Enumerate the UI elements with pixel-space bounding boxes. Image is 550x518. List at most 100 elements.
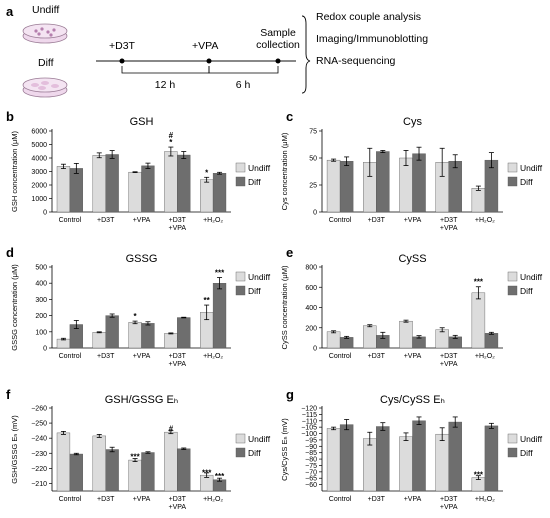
legend-swatch-undiff <box>507 433 518 444</box>
legend-swatch-undiff <box>235 433 246 444</box>
significance-marker: *** <box>474 278 484 287</box>
significance-marker: * <box>205 168 209 177</box>
x-tick-label: +D3T +VPA <box>440 217 458 232</box>
legend-swatch-diff <box>507 285 518 296</box>
dish-label-diff: Diff <box>38 57 54 69</box>
bar-undiff <box>92 435 106 492</box>
y-tick-label: 50 <box>309 156 317 163</box>
x-tick-label: Control <box>329 217 352 224</box>
y-tick-label: 3000 <box>31 169 47 176</box>
diff-dish-icon <box>22 77 68 98</box>
x-tick-label: +D3T <box>97 217 115 224</box>
x-tick-label: +D3T +VPA <box>169 496 187 511</box>
significance-marker: * <box>133 312 137 321</box>
bar-undiff <box>164 333 178 349</box>
legend-swatch-undiff <box>235 162 246 173</box>
bar-diff <box>105 154 119 213</box>
y-tick-label: 0 <box>43 346 47 353</box>
interval-label-12h: 12 h <box>155 79 176 91</box>
y-tick-label: −105 <box>301 425 317 432</box>
bar-diff <box>448 161 462 213</box>
bar-diff <box>412 420 426 492</box>
legend-label-diff: Diff <box>520 448 533 458</box>
panel-letter-b: b <box>6 109 14 124</box>
bar-diff <box>105 449 119 492</box>
x-tick-label: +D3T <box>97 353 115 360</box>
y-tick-label: 5000 <box>31 142 47 149</box>
bar-diff <box>376 151 390 213</box>
bar-undiff <box>435 433 449 492</box>
x-tick-label: +VPA <box>404 353 422 360</box>
legend-swatch-undiff <box>507 271 518 282</box>
bar-undiff <box>92 332 106 349</box>
x-tick-label: +VPA <box>404 217 422 224</box>
bar-undiff <box>56 432 71 492</box>
x-tick-label: +D3T <box>97 496 115 503</box>
x-tick-label: Control <box>59 496 82 503</box>
panel-letter-c: c <box>286 109 293 124</box>
y-tick-label: −90 <box>305 444 317 451</box>
bar-diff <box>105 315 119 349</box>
x-tick-label: Control <box>59 217 82 224</box>
bar-undiff <box>399 157 413 213</box>
x-tick-label: +H₂O₂ <box>203 353 223 360</box>
bar-diff <box>339 337 354 349</box>
significance-marker: *** <box>202 468 212 477</box>
significance-marker: *** <box>130 453 140 462</box>
y-tick-label: 200 <box>35 313 47 320</box>
legend-label-undiff: Undiff <box>520 163 543 173</box>
bar-diff <box>448 421 462 492</box>
y-tick-label: 0 <box>43 210 47 217</box>
x-tick-label: +H₂O₂ <box>203 496 223 503</box>
chart-title: CySS <box>398 253 426 265</box>
y-tick-label: 4000 <box>31 156 47 163</box>
legend-label-diff: Diff <box>248 286 261 296</box>
y-tick-label: 0 <box>313 210 317 217</box>
chart-title: GSSG <box>126 253 158 265</box>
analysis-item-redox: Redox couple analysis <box>316 11 421 23</box>
legend-label-diff: Diff <box>248 448 261 458</box>
y-tick-label: 400 <box>305 305 317 312</box>
y-tick-label: −120 <box>301 406 317 413</box>
x-tick-label: +D3T +VPA <box>169 353 187 368</box>
y-axis-label: Cys/CySS Eₕ (mV) <box>280 418 289 481</box>
panel-b-gsh-chart: b GSH GSH concentration (μM) 0 1000 2000 3000 4… <box>6 109 271 232</box>
y-tick-label: 300 <box>35 297 47 304</box>
panel-a-timeline: a Undiff Diff +D3T +VPA Sample collection… <box>6 4 428 98</box>
timeline-dot-d3t <box>119 58 125 64</box>
x-tick-label: +D3T +VPA <box>440 496 458 511</box>
bar-diff <box>141 452 155 492</box>
y-tick-label: −115 <box>302 412 317 419</box>
bar-undiff <box>399 436 413 492</box>
undiff-dish-icon <box>22 23 68 44</box>
bar-diff <box>339 161 354 213</box>
y-tick-label: 2000 <box>31 183 47 190</box>
bar-undiff <box>363 438 377 492</box>
timeline-label-collection: Sample collection <box>256 27 300 51</box>
y-axis-label: CySS concentration (μM) <box>280 265 289 349</box>
bar-diff <box>412 336 426 349</box>
legend-label-undiff: Undiff <box>520 272 543 282</box>
panel-letter-f: f <box>6 387 11 402</box>
legend-label-undiff: Undiff <box>248 272 271 282</box>
significance-marker: *** <box>215 269 225 278</box>
legend-label-undiff: Undiff <box>248 163 271 173</box>
x-tick-label: Control <box>329 353 352 360</box>
significance-marker: # <box>169 425 174 434</box>
panel-letter-d: d <box>6 245 14 260</box>
legend-swatch-diff <box>235 447 246 458</box>
y-tick-label: −230 <box>31 451 47 458</box>
bar-diff <box>484 425 499 492</box>
significance-marker: *** <box>215 472 225 481</box>
y-tick-label: 500 <box>35 265 47 272</box>
panel-letter-a: a <box>6 4 14 19</box>
x-tick-label: +VPA <box>133 217 151 224</box>
y-tick-label: 25 <box>309 183 317 190</box>
y-tick-label: −80 <box>305 457 317 464</box>
legend-swatch-diff <box>507 447 518 458</box>
bar-undiff <box>92 155 106 213</box>
bar-undiff <box>164 431 178 492</box>
x-tick-label: +D3T +VPA <box>169 217 187 232</box>
bar-undiff <box>326 331 341 349</box>
